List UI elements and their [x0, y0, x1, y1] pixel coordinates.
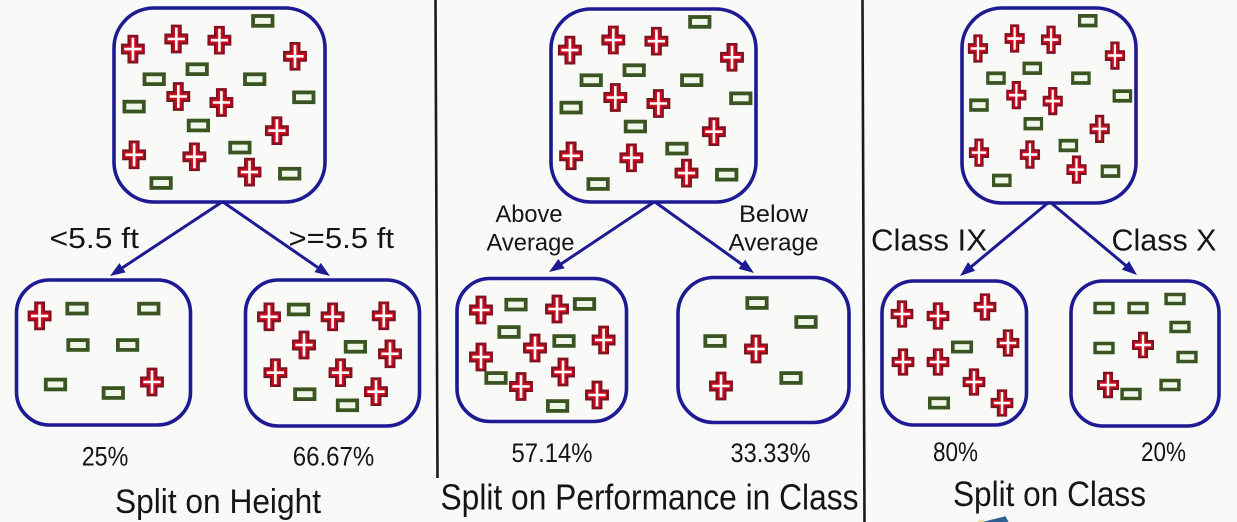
svg-text:57.14%: 57.14% [512, 438, 593, 468]
svg-text:66.67%: 66.67% [293, 442, 375, 472]
svg-text:>=5.5 ft: >=5.5 ft [289, 223, 395, 255]
svg-text:Average: Average [487, 230, 575, 257]
svg-text:80%: 80% [933, 437, 978, 467]
svg-text:25%: 25% [82, 442, 129, 472]
svg-text:20%: 20% [1141, 437, 1186, 467]
svg-text:Split on Class: Split on Class [953, 475, 1146, 514]
svg-text:Above: Above [496, 201, 563, 228]
svg-text:33.33%: 33.33% [731, 438, 811, 468]
svg-text:Split on Height: Split on Height [115, 483, 321, 521]
svg-text:Split on Performance in Class: Split on Performance in Class [441, 477, 859, 518]
svg-text:Average: Average [729, 230, 819, 257]
svg-text:<5.5 ft: <5.5 ft [50, 223, 140, 255]
svg-text:Class X: Class X [1112, 223, 1217, 258]
svg-text:Below: Below [739, 201, 808, 228]
svg-text:Class IX: Class IX [871, 223, 987, 258]
